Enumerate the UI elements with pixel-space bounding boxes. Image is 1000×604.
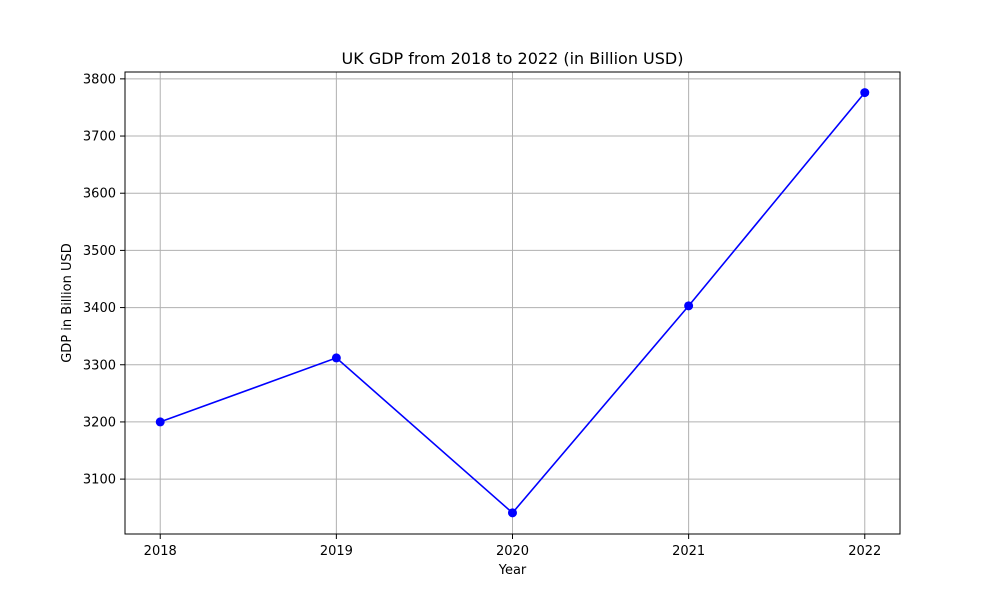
x-axis-label: Year [498,563,527,578]
data-point [684,301,694,311]
data-point [331,353,341,363]
grid-lines [125,72,900,534]
y-tick-label: 3300 [83,358,116,373]
y-tick-label: 3500 [83,244,116,259]
x-tick-label: 2020 [496,544,529,559]
y-tick-label: 3100 [83,473,116,488]
data-point [860,88,870,98]
x-tick-label: 2022 [848,544,881,559]
data-point [155,417,165,427]
data-point [508,508,517,518]
x-tick-label: 2019 [320,544,353,559]
y-tick-label: 3800 [83,72,116,87]
x-tick-label: 2018 [144,544,177,559]
y-tick-label: 3400 [83,301,116,316]
data-series [155,88,870,518]
chart-title: UK GDP from 2018 to 2022 (in Billion USD… [342,49,684,68]
y-axis-label: GDP in Billion USD [60,243,75,363]
axis-ticks: 2018 2019 2020 2021 2022 3100 3200 3300 3400 3500… [83,72,881,559]
y-tick-label: 3600 [83,187,116,202]
y-tick-label: 3200 [83,415,116,430]
x-tick-label: 2021 [672,544,705,559]
y-tick-label: 3700 [83,130,116,145]
